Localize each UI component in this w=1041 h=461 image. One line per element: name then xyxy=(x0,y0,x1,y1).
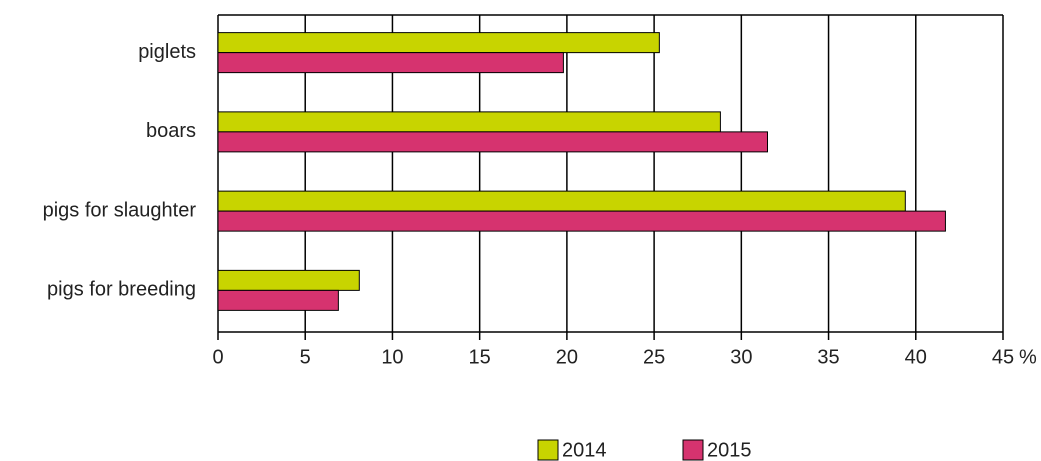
x-tick-label: 40 xyxy=(905,346,927,368)
bar xyxy=(217,210,946,232)
x-tick-label: 5 xyxy=(300,346,311,368)
x-tick-label: 30 xyxy=(730,346,752,368)
x-tick-label: 10 xyxy=(381,346,403,368)
x-tick-label: 45 xyxy=(992,346,1014,368)
y-tick-label: pigs for slaughter xyxy=(43,199,197,221)
bar xyxy=(217,190,906,212)
x-tick-label: 25 xyxy=(643,346,665,368)
y-tick-label: boars xyxy=(146,120,196,142)
bar xyxy=(217,111,721,133)
x-axis-label: % xyxy=(1019,346,1037,368)
y-tick-label: piglets xyxy=(138,41,196,63)
y-tick-label: pigs for breeding xyxy=(47,279,196,301)
bar xyxy=(217,131,768,153)
bar xyxy=(217,52,564,74)
x-tick-label: 0 xyxy=(212,346,223,368)
x-tick-label: 35 xyxy=(817,346,839,368)
x-tick-label: 15 xyxy=(469,346,491,368)
legend-label: 2014 xyxy=(562,439,607,461)
legend-swatch xyxy=(537,439,559,461)
bar xyxy=(217,32,660,54)
bar xyxy=(217,269,360,291)
x-tick-label: 20 xyxy=(556,346,578,368)
legend-label: 2015 xyxy=(707,439,752,461)
bar xyxy=(217,289,339,311)
legend-swatch xyxy=(682,439,704,461)
